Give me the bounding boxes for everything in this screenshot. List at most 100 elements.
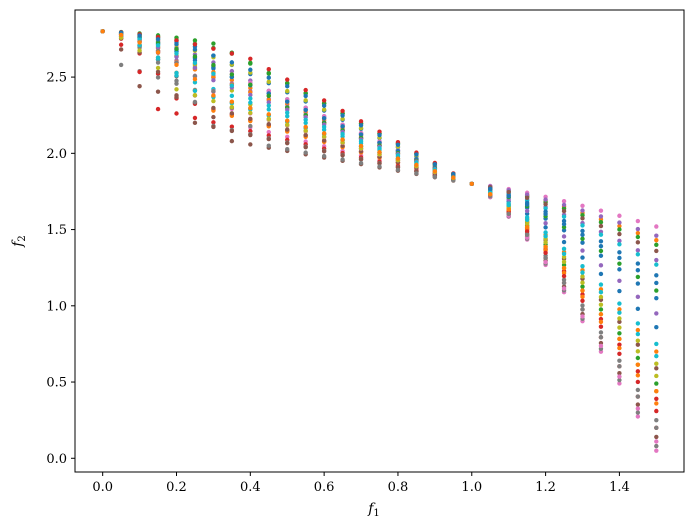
data-point xyxy=(340,153,345,158)
data-point xyxy=(303,117,308,122)
data-point xyxy=(635,414,641,419)
data-point xyxy=(340,108,345,114)
data-point xyxy=(358,119,364,124)
data-point xyxy=(321,153,327,159)
data-points xyxy=(100,29,659,453)
data-point xyxy=(598,319,604,325)
data-point xyxy=(266,100,271,105)
data-point xyxy=(654,349,659,354)
data-point xyxy=(211,124,216,130)
data-point xyxy=(174,87,179,92)
y-tick-label: 1.5 xyxy=(46,223,67,238)
data-point xyxy=(617,307,622,312)
y-axis: 0.0 0.5 1.0 1.5 2.0 2.5 xyxy=(46,71,75,467)
x-tick-label: 1.0 xyxy=(461,480,482,495)
data-point xyxy=(617,231,622,237)
data-point xyxy=(248,56,253,61)
data-point xyxy=(635,349,641,354)
data-point xyxy=(118,62,124,68)
data-point xyxy=(561,246,567,252)
data-point xyxy=(598,239,604,244)
data-point xyxy=(229,104,235,110)
data-point xyxy=(155,37,161,42)
data-point xyxy=(211,53,216,58)
data-point xyxy=(248,123,253,129)
data-point xyxy=(635,406,641,411)
data-point xyxy=(248,105,253,111)
x-axis: 0.0 0.2 0.4 0.6 0.8 1.0 1.2 1.4 xyxy=(92,472,630,495)
data-point xyxy=(561,239,567,245)
data-point xyxy=(174,62,179,68)
data-point xyxy=(506,207,511,212)
data-point xyxy=(266,93,271,98)
data-point xyxy=(561,208,567,214)
data-point xyxy=(654,396,659,402)
data-point xyxy=(635,327,641,333)
data-point xyxy=(561,280,567,286)
data-point xyxy=(598,263,604,268)
data-point xyxy=(580,264,585,269)
data-point xyxy=(524,224,530,230)
data-point xyxy=(192,88,198,94)
data-point xyxy=(654,408,659,414)
data-point xyxy=(488,186,493,191)
data-point xyxy=(543,225,548,230)
data-point xyxy=(248,142,253,147)
data-point xyxy=(617,223,622,229)
data-point xyxy=(654,381,659,386)
data-point xyxy=(377,161,382,166)
data-point xyxy=(321,131,327,136)
x-tick-label: 0.4 xyxy=(240,480,261,495)
data-point xyxy=(211,120,216,125)
data-point xyxy=(303,128,308,133)
x-tick-label: 0.0 xyxy=(92,480,113,495)
data-point xyxy=(432,174,438,180)
data-point xyxy=(617,255,622,261)
y-tick-label: 0.5 xyxy=(46,376,67,391)
data-point xyxy=(266,75,271,80)
data-point xyxy=(635,394,641,399)
data-point xyxy=(192,93,198,98)
data-point xyxy=(451,171,456,177)
data-point xyxy=(377,146,382,151)
data-point xyxy=(118,47,124,52)
data-point xyxy=(635,331,641,337)
data-point xyxy=(358,138,364,144)
data-point xyxy=(192,115,198,121)
data-point xyxy=(561,234,567,239)
data-point xyxy=(524,221,530,227)
data-point xyxy=(580,240,585,245)
data-point xyxy=(414,152,419,157)
data-point xyxy=(524,208,530,214)
data-point xyxy=(248,96,253,101)
data-point xyxy=(174,51,179,56)
data-point xyxy=(248,60,253,65)
data-point xyxy=(174,41,179,47)
data-point xyxy=(580,203,585,208)
data-point xyxy=(211,93,216,98)
data-point xyxy=(524,202,530,207)
data-point xyxy=(635,261,641,266)
data-point xyxy=(580,298,585,303)
data-point xyxy=(248,116,253,121)
data-point xyxy=(358,132,364,137)
data-point xyxy=(377,164,382,169)
data-point xyxy=(654,401,659,406)
data-point xyxy=(211,105,216,111)
data-point xyxy=(377,129,382,134)
data-point xyxy=(506,211,511,217)
data-point xyxy=(598,324,604,329)
data-point xyxy=(137,84,142,89)
data-point xyxy=(617,325,622,330)
data-point xyxy=(248,82,253,87)
data-point xyxy=(285,80,290,86)
data-point xyxy=(395,153,401,158)
data-point xyxy=(543,211,548,217)
data-point xyxy=(580,223,585,228)
data-point xyxy=(285,140,290,146)
data-point xyxy=(321,103,327,108)
data-point xyxy=(654,341,659,347)
data-point xyxy=(617,227,622,232)
data-point xyxy=(635,338,641,343)
data-point xyxy=(506,189,511,195)
